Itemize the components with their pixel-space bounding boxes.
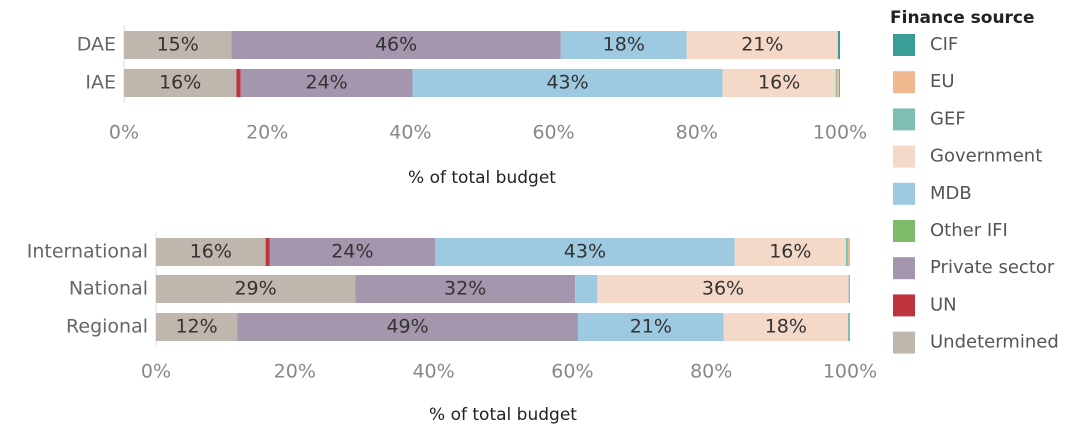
bar-segment — [269, 238, 435, 266]
bar-segment — [597, 275, 849, 303]
bar-segment — [236, 69, 241, 97]
bar-segment — [560, 31, 687, 59]
legend-swatch — [893, 294, 915, 317]
bar-segment — [835, 69, 838, 97]
data-label: 43% — [546, 72, 588, 94]
data-label: 18% — [765, 316, 807, 338]
x-tick-label: 40% — [412, 361, 454, 383]
bar-segment — [847, 238, 850, 266]
category-label: Regional — [66, 316, 148, 338]
data-label: 16% — [190, 241, 232, 263]
data-label: 21% — [630, 316, 672, 338]
bar-segment — [434, 238, 735, 266]
legend-label: CIF — [930, 34, 958, 55]
data-label: 16% — [758, 72, 800, 94]
legend-swatch — [893, 182, 915, 205]
data-label: 32% — [444, 278, 486, 300]
bar-segment — [577, 313, 724, 341]
x-tick-label: 100% — [823, 361, 877, 383]
x-tick-label: 20% — [274, 361, 316, 383]
legend-label: MDB — [930, 183, 972, 204]
bar-segment — [124, 69, 237, 97]
legend-swatch — [893, 257, 915, 280]
data-label: 21% — [741, 34, 783, 56]
bar-segment — [412, 69, 723, 97]
x-axis-title: % of total budget — [408, 168, 556, 188]
legend-label: EU — [930, 71, 955, 92]
bar-segment — [124, 31, 232, 59]
legend-swatch — [893, 145, 915, 168]
category-label: DAE — [77, 34, 116, 56]
bar-segment — [722, 69, 836, 97]
x-tick-label: 0% — [141, 361, 171, 383]
legend-label: UN — [930, 294, 957, 315]
bar-segment — [686, 31, 838, 59]
data-label: 29% — [234, 278, 276, 300]
legend-title: Finance source — [890, 8, 1035, 28]
bar-segment — [837, 69, 840, 97]
x-tick-label: 20% — [246, 122, 288, 144]
x-axis-title: % of total budget — [429, 405, 577, 425]
x-tick-label: 0% — [109, 122, 139, 144]
legend-label: Undetermined — [930, 332, 1059, 353]
data-label: 15% — [157, 34, 199, 56]
bar-segment — [845, 238, 848, 266]
legend-label: GEF — [930, 108, 966, 129]
data-label: 16% — [159, 72, 201, 94]
legend-label: Government — [930, 146, 1042, 167]
bar-segment — [156, 313, 238, 341]
x-tick-label: 60% — [551, 361, 593, 383]
bar-segment — [156, 275, 356, 303]
bar-segment — [839, 69, 840, 97]
legend-swatch — [893, 331, 915, 354]
x-tick-label: 60% — [532, 122, 574, 144]
legend-swatch — [893, 220, 915, 242]
category-label: IAE — [85, 72, 116, 94]
data-label: 24% — [306, 72, 348, 94]
bar-segment — [848, 275, 850, 303]
legend-label: Other IFI — [930, 220, 1008, 241]
bar-segment — [156, 238, 266, 266]
bar-segment — [734, 238, 846, 266]
bar-segment — [723, 313, 848, 341]
bar-segment — [231, 31, 561, 59]
data-label: 12% — [175, 316, 217, 338]
data-label: 49% — [386, 316, 428, 338]
x-tick-label: 80% — [690, 361, 732, 383]
data-label: 46% — [375, 34, 417, 56]
bar-segment — [237, 313, 578, 341]
category-label: National — [69, 278, 148, 300]
legend-label: Private sector — [930, 257, 1055, 278]
data-label: 18% — [603, 34, 645, 56]
category-label: International — [27, 241, 148, 263]
bar-segment — [355, 275, 576, 303]
data-label: 24% — [331, 241, 373, 263]
legend-swatch — [893, 71, 915, 94]
legend-swatch — [893, 108, 915, 131]
bar-segment — [575, 275, 598, 303]
data-label: 16% — [769, 241, 811, 263]
legend-swatch — [893, 34, 915, 56]
x-tick-label: 100% — [813, 122, 867, 144]
x-tick-label: 40% — [389, 122, 431, 144]
bar-segment — [265, 238, 270, 266]
bar-segment — [837, 31, 840, 59]
x-tick-label: 80% — [676, 122, 718, 144]
data-label: 36% — [702, 278, 744, 300]
bar-segment — [240, 69, 413, 97]
bar-segment — [847, 313, 850, 341]
data-label: 43% — [564, 241, 606, 263]
